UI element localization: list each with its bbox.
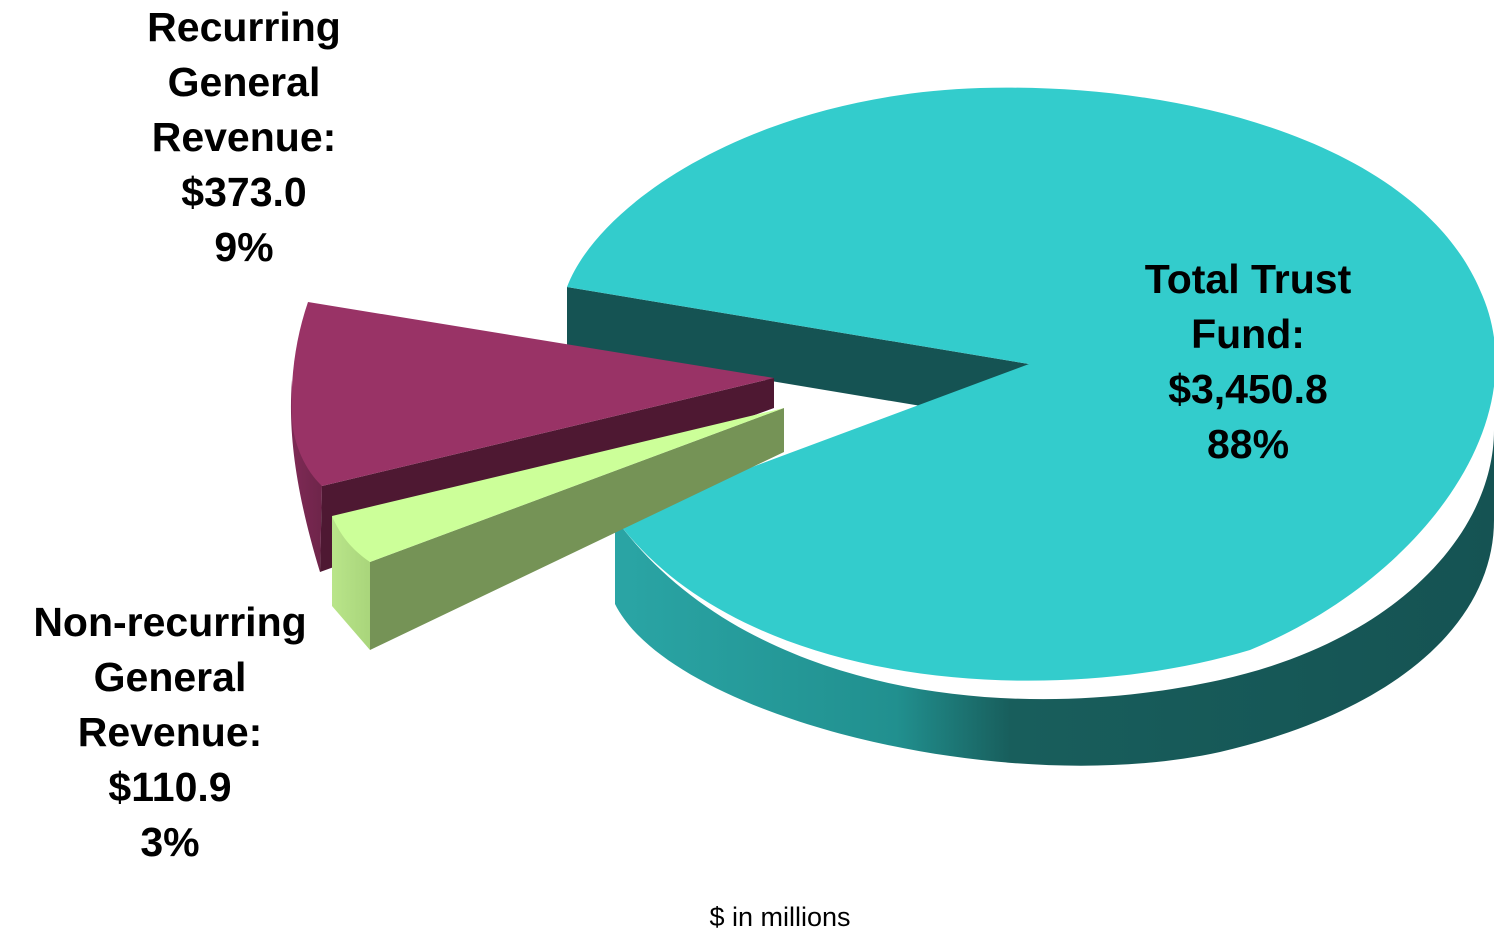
slice-total-trust-fund-top [567,87,1494,681]
slice-non-recurring-general-revenue-top [332,408,784,562]
label-non-recurring-line-1: Non-recurring [33,599,307,645]
label-non-recurring-line-2: General [93,654,247,700]
slice-recurring-general-revenue-side [290,380,322,572]
slice-non-recurring-general-revenue [332,408,784,650]
label-non-recurring-value: $110.9 [108,764,232,810]
label-total-trust-fund-line-1: Total Trust [1144,256,1352,302]
label-total-trust-fund-value: $3,450.8 [1168,366,1328,412]
label-non-recurring-line-3: Revenue: [77,709,263,755]
slice-recurring-general-revenue-top [291,302,774,486]
slice-total-trust-fund-side [615,430,1494,766]
slice-non-recurring-general-revenue-inner-wall [370,408,784,650]
label-recurring-value: $373.0 [181,169,307,215]
label-total-trust-fund-percent: 88% [1206,421,1290,467]
label-non-recurring-percent: 3% [140,819,200,865]
label-recurring-line-3: Revenue: [151,114,337,160]
slice-non-recurring-general-revenue-side [332,516,370,650]
slice-total-trust-fund [567,87,1494,766]
label-total-trust-fund: Total Trust Fund: $3,450.8 88% [1098,252,1398,472]
label-total-trust-fund-line-2: Fund: [1191,311,1305,357]
label-recurring-general-revenue: Recurring General Revenue: $373.0 9% [94,0,394,275]
label-non-recurring-general-revenue: Non-recurring General Revenue: $110.9 3% [0,595,340,870]
units-note: $ in millions [709,902,851,932]
label-recurring-percent: 9% [214,224,274,270]
label-recurring-line-1: Recurring [147,4,341,50]
slice-total-trust-fund-inner-wall [567,287,1029,424]
label-recurring-line-2: General [167,59,321,105]
